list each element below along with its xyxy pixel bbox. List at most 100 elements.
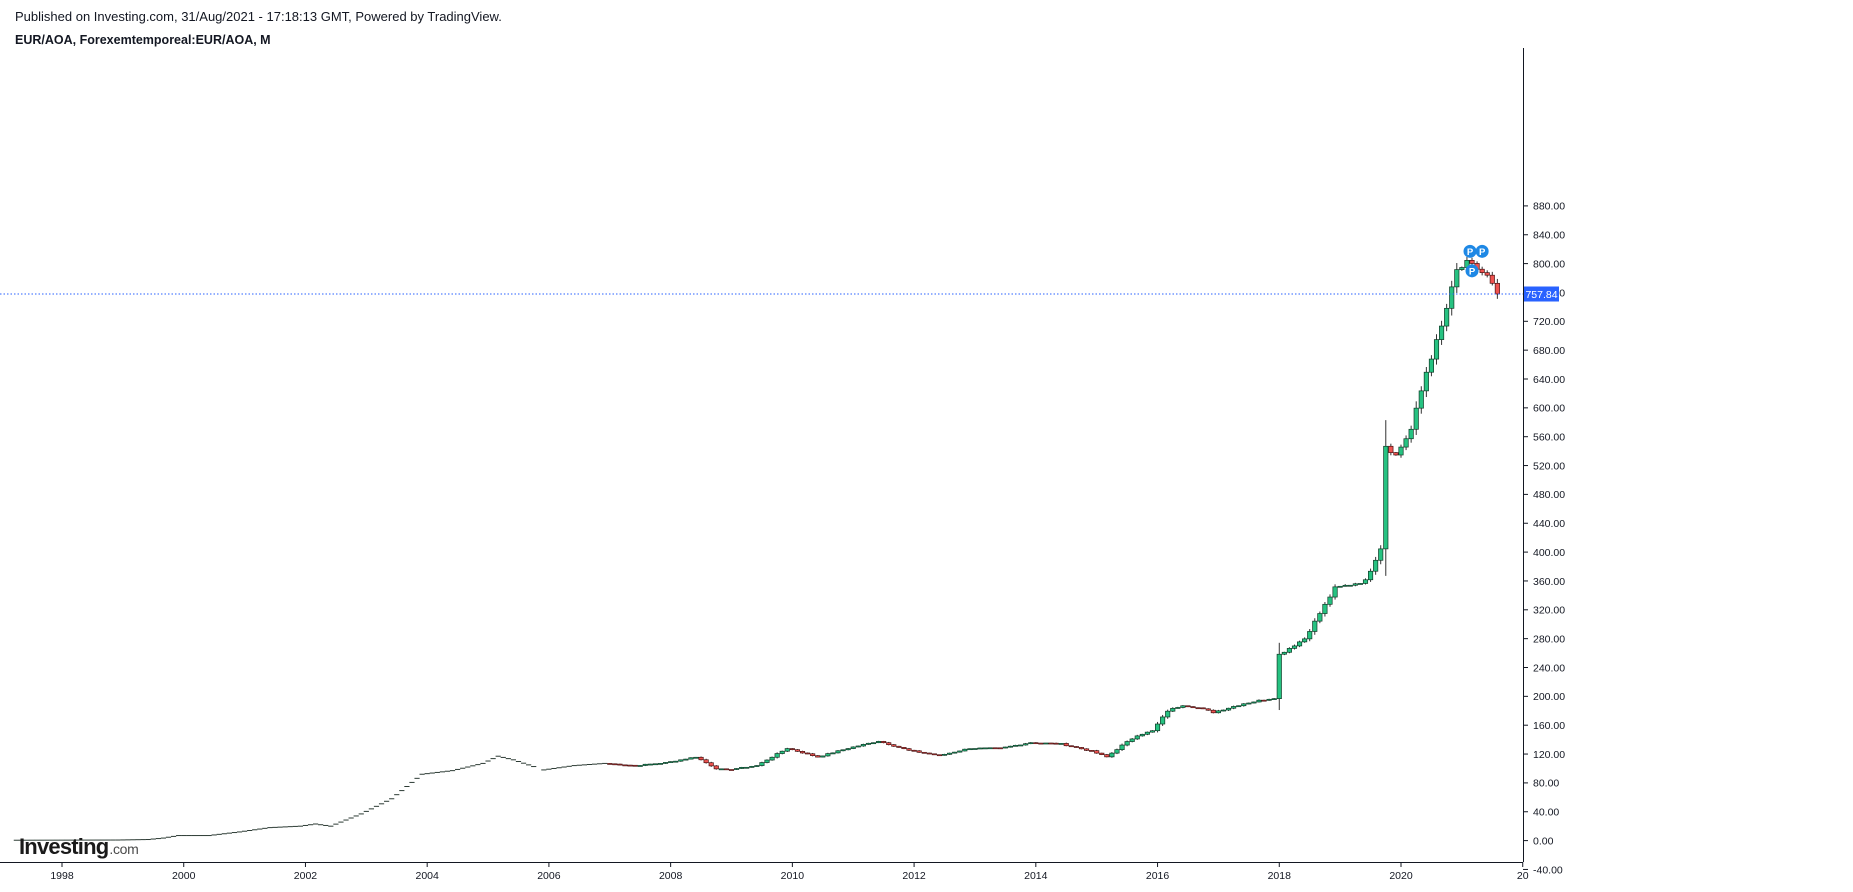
candle-up — [870, 742, 877, 745]
candle-down — [891, 744, 897, 747]
candle-up — [1018, 744, 1024, 747]
y-tick-label: 840.00 — [1533, 230, 1565, 242]
candle-down — [799, 750, 806, 754]
p-marker-label: P — [1467, 247, 1474, 258]
candle-down — [997, 747, 1003, 750]
published-notice: Published on Investing.com, 31/Aug/2021 … — [15, 9, 502, 24]
candle-up — [1215, 710, 1221, 714]
candle-down — [1195, 707, 1201, 710]
candle-up — [1281, 651, 1287, 655]
candle-down — [1489, 274, 1495, 284]
y-tick-label: 600.00 — [1533, 403, 1565, 415]
candle-up — [1023, 743, 1029, 746]
x-tick-label: 20 — [1517, 870, 1529, 882]
candle-up — [1352, 583, 1358, 586]
candle-up — [1307, 631, 1313, 640]
candle-up — [663, 762, 669, 764]
candle-down — [728, 769, 735, 771]
x-tick-label: 2004 — [416, 870, 440, 882]
candle-down — [723, 768, 729, 771]
candle-up — [1175, 707, 1181, 709]
candle-down — [1048, 742, 1054, 745]
x-tick-label: 2020 — [1389, 870, 1413, 882]
p-marker[interactable]: P — [1475, 244, 1489, 258]
candle-up — [764, 759, 770, 763]
candle-up — [1058, 743, 1064, 745]
y-tick-label: 40.00 — [1533, 807, 1559, 819]
y-tick-label: 880.00 — [1533, 201, 1565, 213]
y-tick-label: 520.00 — [1533, 460, 1565, 472]
candle-up — [1160, 716, 1166, 725]
candle-down — [901, 747, 907, 750]
candle-down — [698, 756, 704, 761]
candle-down — [1185, 705, 1191, 708]
candle-up — [1165, 710, 1171, 718]
candle-up — [1271, 698, 1277, 700]
candle-down — [1099, 752, 1105, 755]
candle-up — [941, 753, 948, 756]
y-tick-label: 440.00 — [1533, 518, 1565, 530]
candle-up — [647, 763, 653, 766]
candle-up — [1220, 709, 1227, 712]
candle-up — [1327, 596, 1333, 605]
p-marker-badge — [1465, 264, 1479, 278]
x-tick-label: 2002 — [294, 870, 318, 882]
candle-up — [1444, 307, 1450, 327]
candle-up — [830, 752, 836, 755]
candle-up — [1423, 371, 1429, 392]
candle-up — [1180, 705, 1186, 708]
last-price-label: 757.84 — [1525, 289, 1557, 301]
candle-up — [1342, 584, 1348, 587]
candle-down — [612, 763, 618, 766]
candle-down — [921, 751, 927, 754]
candle-up — [947, 752, 953, 755]
y-tick-label: 400.00 — [1533, 547, 1565, 559]
candle-down — [1388, 445, 1394, 453]
candle-down — [1393, 452, 1399, 456]
candle-up — [1398, 446, 1404, 456]
p-marker[interactable]: P — [1463, 244, 1477, 258]
y-tick-label: 800.00 — [1533, 258, 1565, 270]
candle-up — [1012, 744, 1019, 747]
p-marker-label: P — [1469, 266, 1476, 277]
y-tick-label: 160.00 — [1533, 720, 1565, 732]
candle-up — [1337, 585, 1343, 588]
candle-down — [1261, 699, 1267, 702]
candle-up — [652, 763, 658, 766]
x-tick-label: 2016 — [1146, 870, 1170, 882]
candle-up — [1428, 358, 1434, 373]
candle-down — [936, 754, 943, 757]
candle-down — [622, 764, 628, 767]
candle-down — [703, 759, 709, 764]
candle-up — [1332, 586, 1338, 598]
candle-up — [769, 756, 775, 761]
candle-up — [1454, 269, 1460, 288]
candle-up — [1007, 745, 1014, 748]
x-tick-label: 2014 — [1024, 870, 1048, 882]
candle-up — [1109, 752, 1115, 758]
candle-up — [1302, 638, 1308, 643]
candle-up — [1119, 744, 1125, 751]
candle-down — [708, 762, 714, 767]
candle-down — [1494, 282, 1500, 295]
candle-down — [926, 752, 932, 755]
candle-up — [1043, 742, 1049, 745]
candle-down — [815, 755, 821, 758]
candle-up — [1251, 701, 1257, 704]
candle-up — [1383, 445, 1389, 550]
candle-up — [1246, 702, 1252, 705]
candle-up — [668, 761, 674, 763]
x-tick-label: 2008 — [659, 870, 683, 882]
candle-up — [850, 746, 856, 749]
candle-up — [642, 763, 648, 766]
candle-up — [739, 767, 745, 769]
candle-up — [678, 759, 684, 762]
p-marker[interactable]: P — [1465, 264, 1479, 278]
y-tick-label: 200.00 — [1533, 691, 1565, 703]
candle-up — [982, 747, 988, 750]
markers-layer: PP P — [1463, 244, 1489, 278]
candle-up — [1028, 742, 1034, 745]
candle-up — [876, 741, 882, 744]
p-marker-label: P — [1479, 247, 1486, 258]
